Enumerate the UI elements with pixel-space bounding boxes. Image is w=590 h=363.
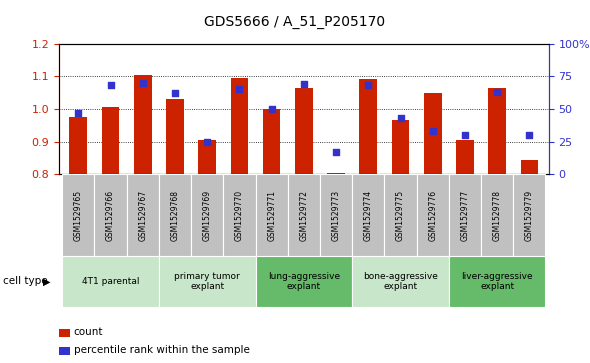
Point bbox=[428, 128, 437, 134]
Bar bbox=[417, 174, 449, 256]
Bar bbox=[255, 256, 352, 307]
Bar bbox=[449, 174, 481, 256]
Text: lung-aggressive
explant: lung-aggressive explant bbox=[268, 272, 340, 291]
Text: GSM1529768: GSM1529768 bbox=[171, 189, 179, 241]
Bar bbox=[263, 109, 280, 174]
Text: count: count bbox=[74, 327, 103, 337]
Bar bbox=[159, 174, 191, 256]
Bar bbox=[456, 140, 474, 174]
Text: 4T1 parental: 4T1 parental bbox=[82, 277, 139, 286]
Bar bbox=[134, 75, 152, 174]
Bar bbox=[231, 78, 248, 174]
Bar bbox=[101, 107, 119, 174]
Text: bone-aggressive
explant: bone-aggressive explant bbox=[363, 272, 438, 291]
Text: GSM1529770: GSM1529770 bbox=[235, 189, 244, 241]
Bar bbox=[320, 174, 352, 256]
Text: cell type: cell type bbox=[3, 276, 48, 286]
Bar bbox=[59, 329, 70, 337]
Bar bbox=[489, 88, 506, 174]
Text: GSM1529771: GSM1529771 bbox=[267, 189, 276, 241]
Bar bbox=[94, 174, 127, 256]
Point bbox=[106, 82, 115, 88]
Text: GSM1529774: GSM1529774 bbox=[364, 189, 373, 241]
Text: GSM1529779: GSM1529779 bbox=[525, 189, 534, 241]
Bar bbox=[295, 88, 313, 174]
Bar bbox=[159, 256, 255, 307]
Point bbox=[267, 106, 276, 112]
Bar bbox=[127, 174, 159, 256]
Bar bbox=[62, 256, 159, 307]
Bar bbox=[223, 174, 255, 256]
Text: GSM1529776: GSM1529776 bbox=[428, 189, 437, 241]
Point bbox=[493, 89, 502, 95]
Text: GSM1529773: GSM1529773 bbox=[332, 189, 340, 241]
Text: GSM1529775: GSM1529775 bbox=[396, 189, 405, 241]
Bar bbox=[255, 174, 288, 256]
Text: GSM1529777: GSM1529777 bbox=[460, 189, 470, 241]
Text: GSM1529778: GSM1529778 bbox=[493, 189, 502, 241]
Text: percentile rank within the sample: percentile rank within the sample bbox=[74, 345, 250, 355]
Text: GSM1529765: GSM1529765 bbox=[74, 189, 83, 241]
Bar bbox=[198, 140, 216, 174]
Bar bbox=[62, 174, 94, 256]
Point bbox=[202, 139, 212, 144]
Bar bbox=[352, 174, 385, 256]
Bar bbox=[327, 172, 345, 174]
Bar bbox=[424, 93, 441, 174]
Text: GSM1529767: GSM1529767 bbox=[138, 189, 148, 241]
Point bbox=[138, 80, 148, 86]
Bar bbox=[385, 174, 417, 256]
Bar bbox=[449, 256, 546, 307]
Point bbox=[299, 81, 309, 87]
Bar bbox=[359, 79, 377, 174]
Bar bbox=[481, 174, 513, 256]
Point bbox=[332, 149, 341, 155]
Bar bbox=[59, 347, 70, 355]
Point bbox=[74, 110, 83, 116]
Bar bbox=[70, 117, 87, 174]
Point bbox=[396, 115, 405, 121]
Point bbox=[525, 132, 534, 138]
Text: liver-aggressive
explant: liver-aggressive explant bbox=[461, 272, 533, 291]
Bar bbox=[166, 99, 184, 174]
Point bbox=[171, 90, 180, 96]
Bar bbox=[392, 121, 409, 174]
Point bbox=[460, 132, 470, 138]
Bar bbox=[191, 174, 223, 256]
Text: GSM1529772: GSM1529772 bbox=[299, 189, 309, 241]
Bar bbox=[288, 174, 320, 256]
Text: ▶: ▶ bbox=[43, 276, 51, 286]
Point bbox=[235, 86, 244, 92]
Text: GSM1529769: GSM1529769 bbox=[203, 189, 212, 241]
Bar bbox=[520, 160, 538, 174]
Text: GSM1529766: GSM1529766 bbox=[106, 189, 115, 241]
Point bbox=[363, 82, 373, 88]
Bar bbox=[352, 256, 449, 307]
Text: GDS5666 / A_51_P205170: GDS5666 / A_51_P205170 bbox=[205, 15, 385, 29]
Text: primary tumor
explant: primary tumor explant bbox=[174, 272, 240, 291]
Bar bbox=[513, 174, 546, 256]
